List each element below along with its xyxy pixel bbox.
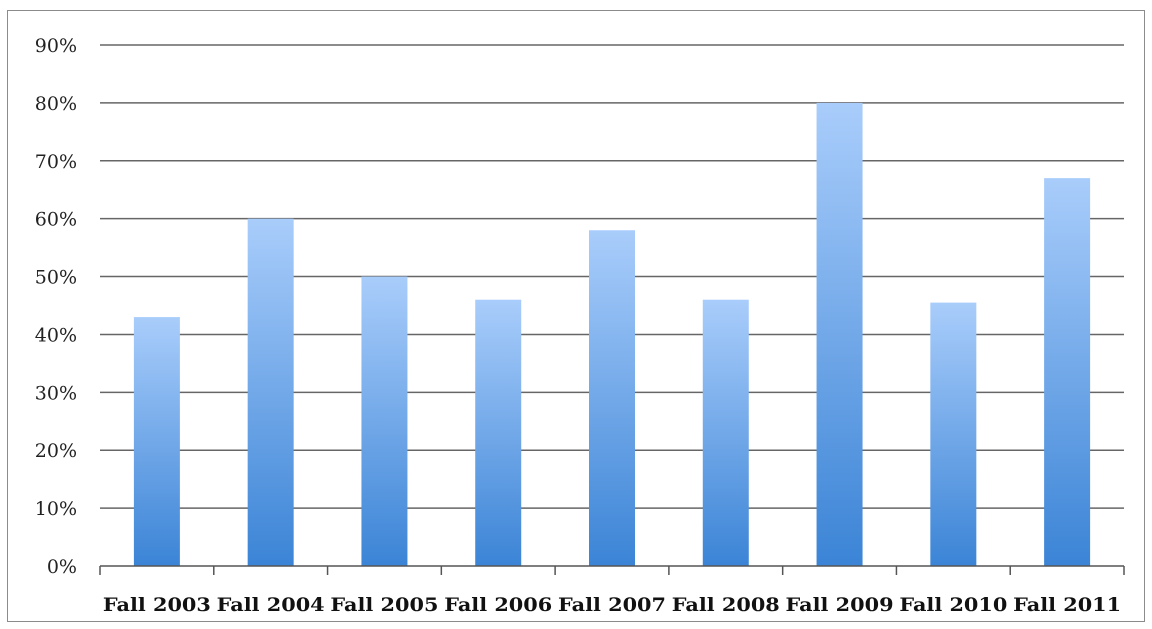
bar [247, 218, 294, 566]
bar [930, 302, 977, 566]
x-tick-label: Fall 2011 [1013, 595, 1121, 616]
bar [1044, 178, 1091, 566]
y-tick-label: 80% [35, 93, 77, 115]
x-tick-label: Fall 2005 [330, 595, 438, 616]
y-tick-label: 0% [47, 556, 77, 578]
x-tick-label: Fall 2009 [786, 595, 894, 616]
y-tick-label: 50% [35, 267, 77, 289]
y-tick-label: 60% [35, 209, 77, 231]
bar [361, 276, 408, 566]
x-tick-labels: Fall 2003 Fall 2004 Fall 2005 Fall 2006 Fall… [103, 595, 1121, 616]
y-tick-label: 20% [35, 440, 77, 462]
bar [589, 230, 635, 566]
x-tick-label: Fall 2010 [899, 595, 1007, 616]
bars [133, 102, 1091, 566]
y-tick-label: 10% [35, 498, 77, 520]
bar [133, 317, 180, 566]
x-tick-label: Fall 2007 [558, 595, 666, 616]
x-tick-label: Fall 2004 [217, 595, 325, 616]
x-tick-label: Fall 2008 [672, 595, 780, 616]
bar [475, 299, 522, 566]
x-axis [99, 565, 1125, 575]
y-tick-label: 70% [35, 151, 77, 173]
y-tick-label: 30% [35, 382, 77, 404]
bar [702, 299, 749, 566]
y-tick-label: 90% [35, 35, 77, 57]
y-tick-label: 40% [35, 324, 77, 346]
bar [816, 102, 863, 566]
x-tick-label: Fall 2006 [444, 595, 552, 616]
x-tick-label: Fall 2003 [103, 595, 211, 616]
y-tick-labels: 0% 10% 20% 30% 40% 50% 60% 70% 80% 90% [35, 35, 77, 578]
